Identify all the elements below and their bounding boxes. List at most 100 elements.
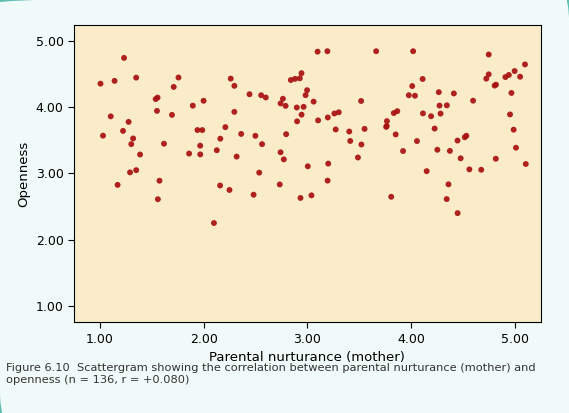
- Point: [468, 97, 477, 104]
- Point: [398, 148, 407, 154]
- Point: [357, 98, 366, 104]
- Point: [174, 74, 183, 81]
- Point: [303, 87, 312, 93]
- Point: [126, 169, 135, 176]
- Point: [212, 147, 221, 154]
- Point: [216, 182, 225, 189]
- Point: [434, 89, 443, 95]
- Point: [353, 154, 362, 161]
- Point: [295, 75, 304, 82]
- Point: [492, 81, 501, 88]
- Point: [232, 153, 241, 160]
- Point: [427, 113, 436, 119]
- Point: [389, 110, 398, 116]
- Point: [96, 81, 105, 87]
- Point: [382, 123, 391, 130]
- Point: [292, 104, 302, 111]
- Point: [501, 74, 510, 81]
- Point: [309, 98, 318, 105]
- Point: [281, 102, 290, 109]
- Point: [282, 131, 291, 138]
- Point: [462, 133, 471, 139]
- Point: [435, 102, 444, 109]
- Point: [323, 177, 332, 184]
- Point: [334, 109, 343, 116]
- Point: [510, 68, 519, 74]
- Point: [484, 71, 493, 78]
- Point: [444, 181, 453, 188]
- Point: [372, 48, 381, 55]
- Point: [159, 140, 168, 147]
- Point: [184, 150, 193, 157]
- Point: [257, 92, 266, 99]
- Point: [193, 127, 202, 133]
- Point: [382, 118, 391, 124]
- Point: [360, 126, 369, 132]
- Point: [209, 220, 218, 226]
- Point: [323, 114, 332, 121]
- Point: [291, 76, 300, 82]
- Point: [106, 113, 116, 120]
- Point: [297, 70, 306, 76]
- Point: [382, 123, 391, 129]
- X-axis label: Parental nurturance (mother): Parental nurturance (mother): [209, 351, 405, 364]
- Point: [482, 75, 491, 82]
- Point: [490, 82, 499, 89]
- Point: [225, 187, 234, 193]
- Point: [226, 75, 235, 82]
- Point: [230, 83, 239, 89]
- Point: [516, 74, 525, 80]
- Point: [507, 90, 516, 96]
- Point: [296, 195, 305, 201]
- Point: [127, 141, 136, 147]
- Point: [331, 126, 340, 133]
- Point: [422, 168, 431, 174]
- Point: [169, 84, 178, 90]
- Point: [251, 133, 260, 139]
- Point: [491, 155, 500, 162]
- Point: [430, 125, 439, 132]
- Point: [124, 119, 133, 125]
- Point: [155, 178, 164, 184]
- Point: [521, 61, 530, 68]
- Y-axis label: Openness: Openness: [17, 140, 30, 206]
- Point: [442, 196, 451, 202]
- Point: [276, 149, 285, 156]
- Point: [258, 141, 267, 147]
- Point: [404, 92, 413, 99]
- Point: [307, 192, 316, 199]
- Point: [278, 95, 287, 102]
- Point: [196, 142, 205, 149]
- Point: [313, 48, 322, 55]
- Point: [131, 167, 141, 173]
- Point: [453, 137, 462, 144]
- Point: [249, 191, 258, 198]
- Point: [118, 128, 127, 134]
- Point: [357, 141, 366, 148]
- Point: [151, 96, 160, 102]
- Point: [456, 155, 465, 161]
- Point: [453, 210, 462, 216]
- Point: [286, 77, 295, 83]
- Point: [152, 107, 162, 114]
- Point: [135, 151, 145, 158]
- Point: [153, 94, 162, 101]
- Point: [119, 55, 129, 61]
- Point: [442, 102, 451, 109]
- Point: [255, 169, 264, 176]
- Point: [199, 97, 208, 104]
- Point: [409, 48, 418, 55]
- Point: [301, 92, 310, 98]
- Point: [198, 127, 207, 133]
- Point: [299, 104, 308, 110]
- Point: [237, 131, 246, 137]
- Point: [188, 102, 197, 109]
- Point: [465, 166, 474, 173]
- Point: [346, 138, 355, 144]
- Point: [450, 90, 459, 97]
- Point: [131, 74, 141, 81]
- Point: [391, 131, 400, 138]
- Point: [418, 76, 427, 82]
- Point: [509, 126, 518, 133]
- Point: [484, 51, 493, 58]
